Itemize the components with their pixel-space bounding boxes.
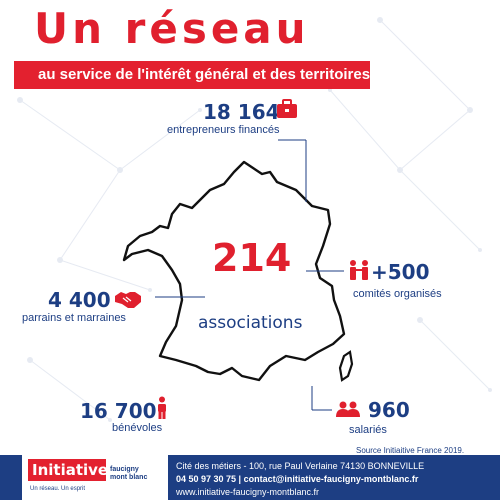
logo-side-text: faucigny mont blanc	[110, 466, 148, 481]
stat-benevoles-label: bénévoles	[112, 422, 163, 434]
people-handshake-icon	[350, 260, 368, 280]
footer-website-link[interactable]: www.initiative-faucigny-montblanc.fr	[176, 487, 320, 497]
stat-benevoles-value: 16 700	[80, 399, 157, 423]
source-note: Source Initiaitive France 2019.	[356, 446, 465, 455]
footer-address: Cité des métiers - 100, rue Paul Verlain…	[176, 461, 425, 471]
page-title: Un réseau	[34, 4, 310, 53]
stat-salaries-label: salariés	[349, 424, 387, 436]
stat-entrepreneurs-value: 18 164	[203, 100, 280, 124]
stat-comites-label: comités organisés	[353, 288, 442, 300]
group-icon	[336, 401, 360, 417]
stat-salaries-value: 960	[368, 398, 410, 422]
logo-tagline: Un réseau. Un esprit	[30, 486, 86, 492]
subtitle-banner: au service de l'intérêt général et des t…	[14, 61, 370, 89]
corsica-outline	[338, 350, 354, 382]
stat-parrains-value: 4 400	[48, 288, 111, 312]
associations-label: associations	[198, 313, 303, 333]
stat-comites-value: +500	[371, 260, 430, 284]
stat-entrepreneurs-label: entrepreneurs financés	[167, 124, 280, 136]
footer-contact[interactable]: 04 50 97 30 75 | contact@initiative-fauc…	[176, 474, 419, 484]
handshake-icon	[115, 292, 141, 308]
associations-count: 214	[212, 236, 292, 280]
person-icon	[158, 396, 166, 419]
stat-parrains-label: parrains et marraines	[22, 312, 126, 324]
briefcase-icon	[277, 99, 297, 118]
logo-wordmark: Initiative	[28, 459, 108, 481]
france-outline	[122, 160, 346, 382]
